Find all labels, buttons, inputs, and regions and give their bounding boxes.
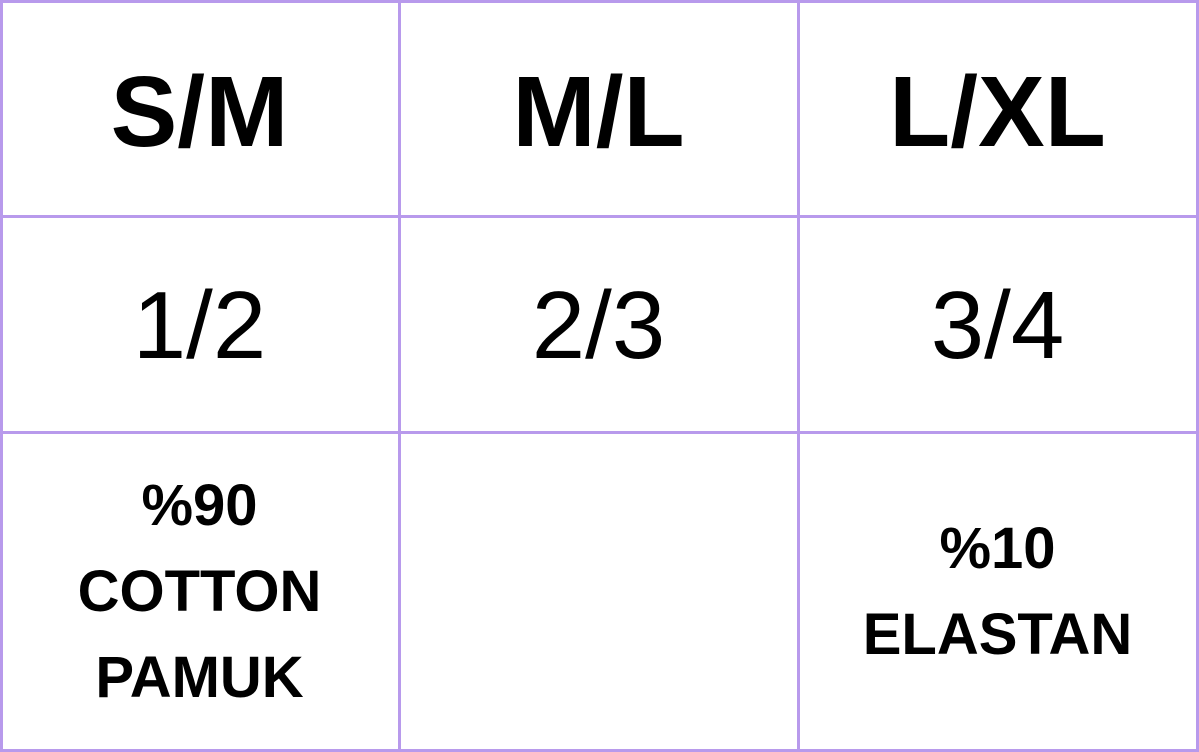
fabric-percent: %10 [939,516,1056,581]
fabric-elastan: %10 ELASTAN [798,434,1197,750]
fabric-cotton: %90 COTTON PAMUK [0,434,399,750]
number-1-2: 1/2 [132,272,267,379]
number-2-3: 2/3 [531,272,666,379]
fabric-name-local: PAMUK [95,645,304,710]
column-divider [398,0,401,752]
size-m-l: M/L [512,55,685,168]
fabric-percent: %90 [141,473,258,538]
fabric-name: ELASTAN [862,602,1133,667]
fabric-empty [399,434,798,750]
row-divider [0,215,1199,218]
row-divider [0,431,1199,434]
size-s-m: S/M [110,55,289,168]
number-3-4: 3/4 [930,272,1065,379]
fabric-name: COTTON [77,559,322,624]
column-divider [797,0,800,752]
size-l-xl: L/XL [889,55,1106,168]
